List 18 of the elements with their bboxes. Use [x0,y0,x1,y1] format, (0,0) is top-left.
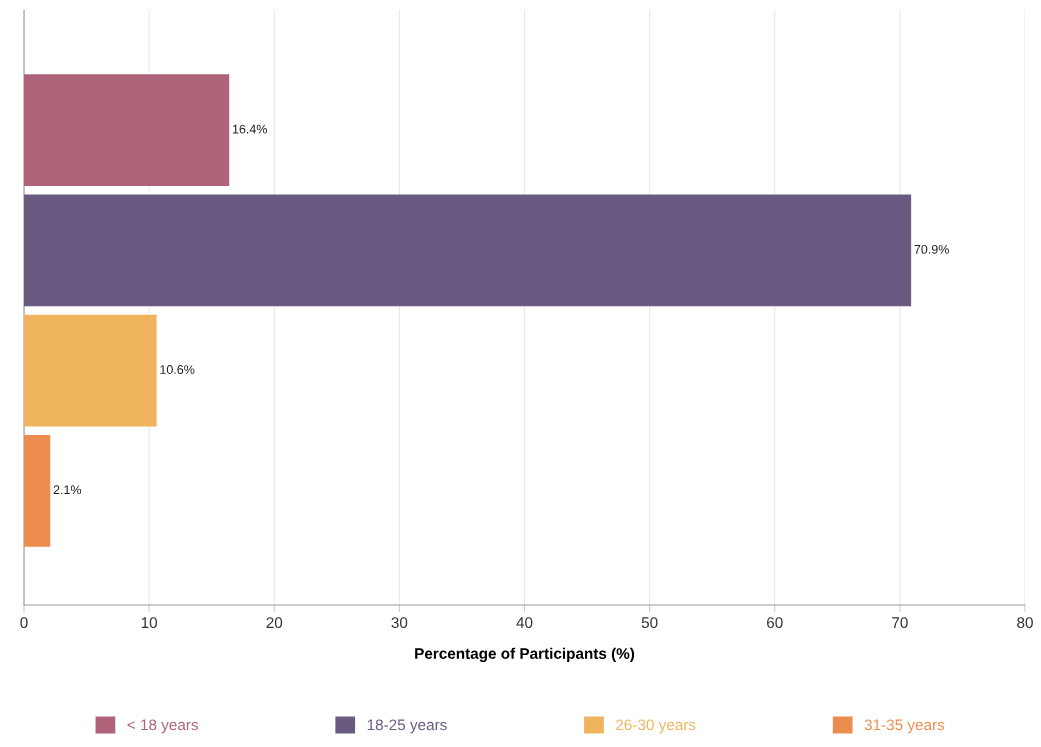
x-tick-label: 70 [892,617,908,629]
x-axis-title: Percentage of Participants (%) [415,647,635,663]
x-tick-label: 50 [641,617,658,629]
data-label: 2.1% [53,485,82,495]
x-tick-label: 80 [1017,617,1033,629]
x-tick-label: 10 [141,617,158,629]
x-tick-label: 20 [266,617,283,629]
data-label: 16.4% [232,124,267,134]
legend-label: 31-35 years [864,719,945,734]
legend-label: 26-30 years [616,719,696,734]
data-label: 70.9% [914,244,949,254]
data-label: 10.6% [160,365,195,374]
x-tick-label: 60 [767,617,783,629]
x-tick-label: 0 [20,617,28,629]
legend-label: < 18 years [127,719,199,734]
legend-label: 18-25 years [367,719,447,734]
x-tick-label: 30 [391,617,408,629]
x-tick-label: 40 [516,617,533,629]
